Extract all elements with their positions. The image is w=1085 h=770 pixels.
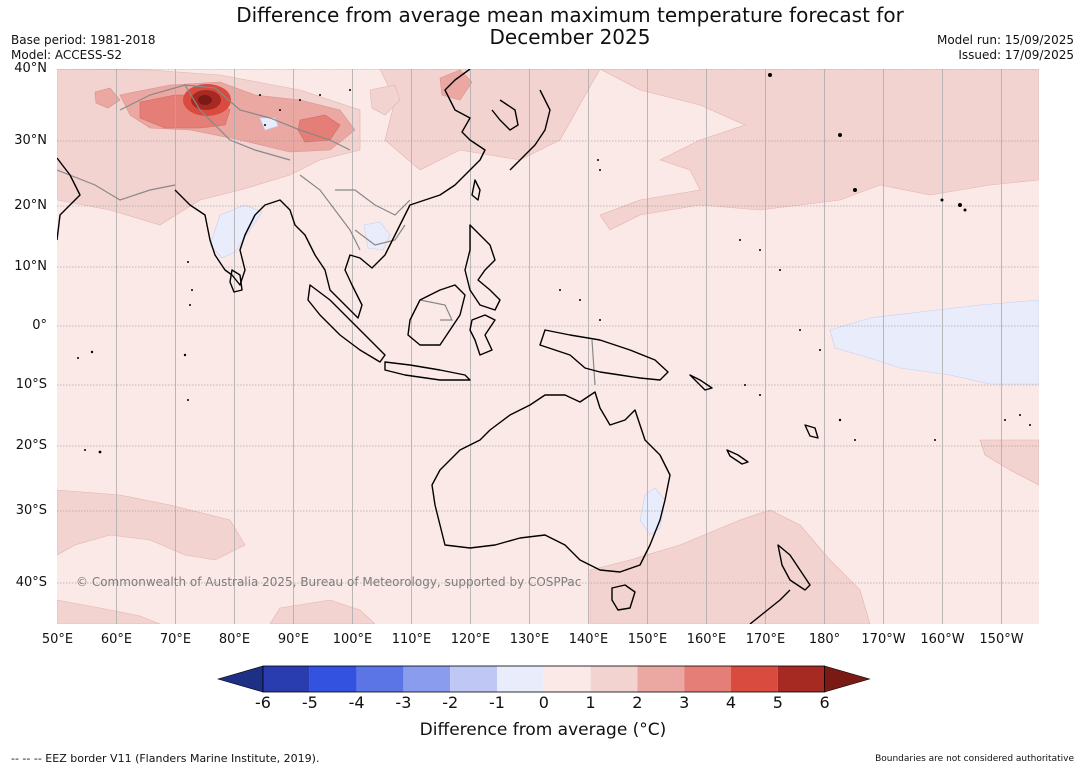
lat-label: 40°N	[14, 61, 47, 76]
lat-label: 10°N	[14, 259, 47, 274]
lon-label: 110°E	[391, 632, 432, 647]
model-run-date: Model run: 15/09/2025	[936, 33, 1074, 47]
lon-label: 170°E	[745, 632, 786, 647]
lon-label: 160°E	[686, 632, 727, 647]
lon-label: 90°E	[277, 632, 310, 647]
colorbar-tick-label: 1	[585, 693, 596, 712]
lat-label: 10°S	[15, 377, 47, 392]
lat-label: 20°N	[14, 198, 47, 213]
colorbar-tick-label: 2	[632, 693, 643, 712]
lon-label: 70°E	[159, 632, 192, 647]
colorbar-tick-label: 5	[772, 693, 783, 712]
colorbar-tick-label: -3	[395, 693, 412, 712]
eez-footnote: -- -- -- EEZ border V11 (Flanders Marine…	[11, 752, 320, 765]
colorbar-tick-label: 6	[819, 693, 830, 712]
lat-label: 20°S	[15, 438, 47, 453]
colorbar-label: Difference from average (°C)	[419, 720, 667, 740]
lon-label: 150°W	[979, 632, 1024, 647]
small-islands	[77, 73, 1031, 454]
coastlines	[57, 69, 819, 624]
meta-right: Model run: 15/09/2025 Issued: 17/09/2025	[937, 33, 1074, 63]
lon-label: 50°E	[41, 632, 74, 647]
lat-label: 0°	[32, 318, 47, 333]
meta-left: Base period: 1981-2018 Model: ACCESS-S2	[11, 33, 156, 63]
lon-label: 180°	[808, 632, 841, 647]
copyright-notice: © Commonwealth of Australia 2025, Bureau…	[76, 575, 582, 589]
lon-label: 160°W	[920, 632, 965, 647]
lon-label: 60°E	[100, 632, 133, 647]
colorbar-tick-label: -5	[301, 693, 318, 712]
colorbar-tick-label: -6	[255, 693, 271, 712]
lon-label: 100°E	[332, 632, 373, 647]
lat-label: 30°S	[15, 503, 47, 518]
lat-label: 30°N	[14, 133, 47, 148]
country-borders	[57, 84, 596, 386]
colorbar-tick-label: -1	[489, 693, 505, 712]
base-period: Base period: 1981-2018	[11, 33, 156, 47]
colorbar-tick-label: -2	[442, 693, 459, 712]
anomaly-hotspot	[183, 84, 231, 116]
lon-label: 140°E	[568, 632, 609, 647]
colorbar-tick-label: -4	[348, 693, 365, 712]
lon-label: 170°W	[861, 632, 906, 647]
colorbar-tick-label: 3	[679, 693, 690, 712]
lon-label: 150°E	[627, 632, 668, 647]
colorbar-tick-label: 0	[538, 693, 549, 712]
anomaly-negative-regions	[209, 117, 1039, 536]
graticule	[57, 69, 1039, 624]
boundaries-disclaimer: Boundaries are not considered authoritat…	[875, 754, 1074, 764]
lon-label: 120°E	[450, 632, 491, 647]
lon-label: 80°E	[218, 632, 251, 647]
model-name: Model: ACCESS-S2	[11, 48, 123, 62]
lat-label: 40°S	[15, 575, 47, 590]
map-title: Difference from average mean maximum tem…	[236, 3, 904, 49]
issued-date: Issued: 17/09/2025	[958, 48, 1074, 62]
lon-label: 130°E	[509, 632, 550, 647]
colorbar-tick-label: 4	[725, 693, 737, 712]
